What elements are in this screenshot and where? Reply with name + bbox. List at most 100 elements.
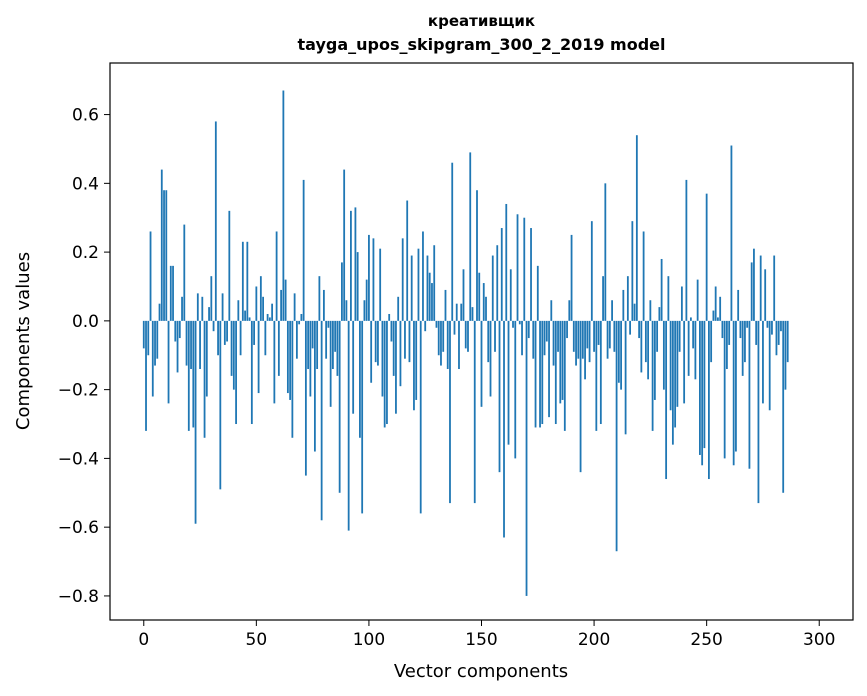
bar-86	[336, 320, 339, 376]
bar-216	[629, 320, 631, 335]
bar-99	[365, 279, 368, 321]
bar-13	[172, 265, 174, 321]
bar-262	[732, 320, 735, 466]
bar-238	[678, 320, 681, 352]
bar-158	[498, 320, 501, 473]
bar-239	[680, 286, 683, 321]
bar-243	[689, 317, 692, 321]
bar-105	[379, 248, 382, 321]
bar-179	[545, 320, 548, 342]
bar-5	[154, 320, 156, 366]
bar-77	[316, 320, 319, 370]
bar-165	[514, 320, 517, 459]
bar-250	[705, 193, 708, 321]
bar-4	[151, 320, 154, 397]
bar-72	[304, 320, 307, 476]
bar-61	[280, 289, 283, 321]
bar-235	[671, 320, 674, 445]
bar-115	[401, 238, 404, 321]
bar-193	[577, 320, 580, 359]
bar-214	[624, 320, 627, 435]
bar-134	[444, 289, 447, 321]
bar-8	[160, 169, 163, 321]
bar-184	[557, 320, 559, 352]
bar-146	[471, 307, 474, 321]
bar-180	[548, 320, 550, 418]
bar-253	[712, 310, 715, 321]
bar-181	[550, 300, 553, 321]
bar-177	[541, 320, 544, 425]
bar-258	[723, 320, 726, 459]
bar-90	[345, 300, 348, 321]
bar-149	[478, 272, 481, 321]
bar-164	[512, 320, 514, 328]
bar-267	[744, 320, 746, 363]
bar-88	[341, 262, 343, 321]
bar-76	[313, 320, 316, 452]
bar-126	[426, 255, 429, 321]
bar-6	[156, 320, 159, 359]
bar-109	[388, 313, 391, 321]
bar-192	[575, 320, 577, 366]
bar-139	[455, 303, 458, 321]
bar-42	[237, 300, 240, 321]
bar-183	[554, 320, 557, 425]
bar-32	[214, 121, 217, 321]
bar-39	[230, 320, 233, 376]
bar-74	[309, 320, 312, 397]
bar-220	[638, 320, 641, 339]
bar-268	[746, 320, 749, 328]
bar-118	[408, 320, 411, 363]
bar-11	[167, 320, 170, 404]
bar-23	[194, 320, 197, 524]
bar-91	[347, 320, 350, 531]
bar-225	[649, 300, 652, 321]
bar-104	[377, 320, 379, 366]
bar-137	[451, 162, 454, 321]
bar-234	[669, 320, 672, 411]
bar-111	[392, 320, 395, 376]
bar-166	[516, 214, 519, 321]
bar-161	[505, 203, 508, 321]
x-tick-label-250: 250	[690, 630, 722, 650]
bar-31	[212, 320, 215, 332]
bar-29	[208, 307, 210, 321]
bar-162	[507, 320, 510, 445]
bar-63	[284, 279, 287, 321]
bar-93	[352, 320, 355, 414]
bar-237	[676, 320, 679, 407]
bar-170	[525, 320, 528, 596]
bar-59	[275, 231, 278, 321]
bar-48	[250, 320, 253, 425]
bar-24	[196, 293, 199, 321]
bar-284	[782, 320, 785, 493]
bar-286	[786, 320, 789, 363]
bar-108	[386, 320, 388, 425]
chart-title-line-1: креативщик	[427, 12, 536, 30]
bar-240	[683, 320, 686, 404]
bar-116	[404, 320, 406, 359]
bar-248	[701, 320, 704, 466]
bar-78	[318, 276, 321, 321]
bar-40	[232, 320, 235, 390]
bar-69	[298, 320, 301, 325]
bar-283	[780, 320, 782, 332]
x-tick-label-150: 150	[465, 630, 497, 650]
bar-175	[536, 265, 539, 321]
bar-100	[368, 234, 370, 321]
bar-148	[476, 190, 478, 321]
bar-199	[590, 221, 593, 321]
bar-95	[356, 252, 359, 321]
bar-223	[644, 320, 647, 363]
bar-201	[595, 320, 598, 431]
bar-188	[566, 320, 568, 339]
bar-205	[604, 183, 607, 321]
bar-82	[327, 320, 330, 328]
bar-228	[656, 320, 659, 352]
bar-224	[647, 320, 650, 380]
y-axis-label: Components values	[13, 252, 34, 430]
bar-270	[750, 262, 753, 321]
bar-30	[210, 276, 213, 321]
bar-18	[183, 224, 186, 321]
bar-242	[687, 320, 690, 376]
